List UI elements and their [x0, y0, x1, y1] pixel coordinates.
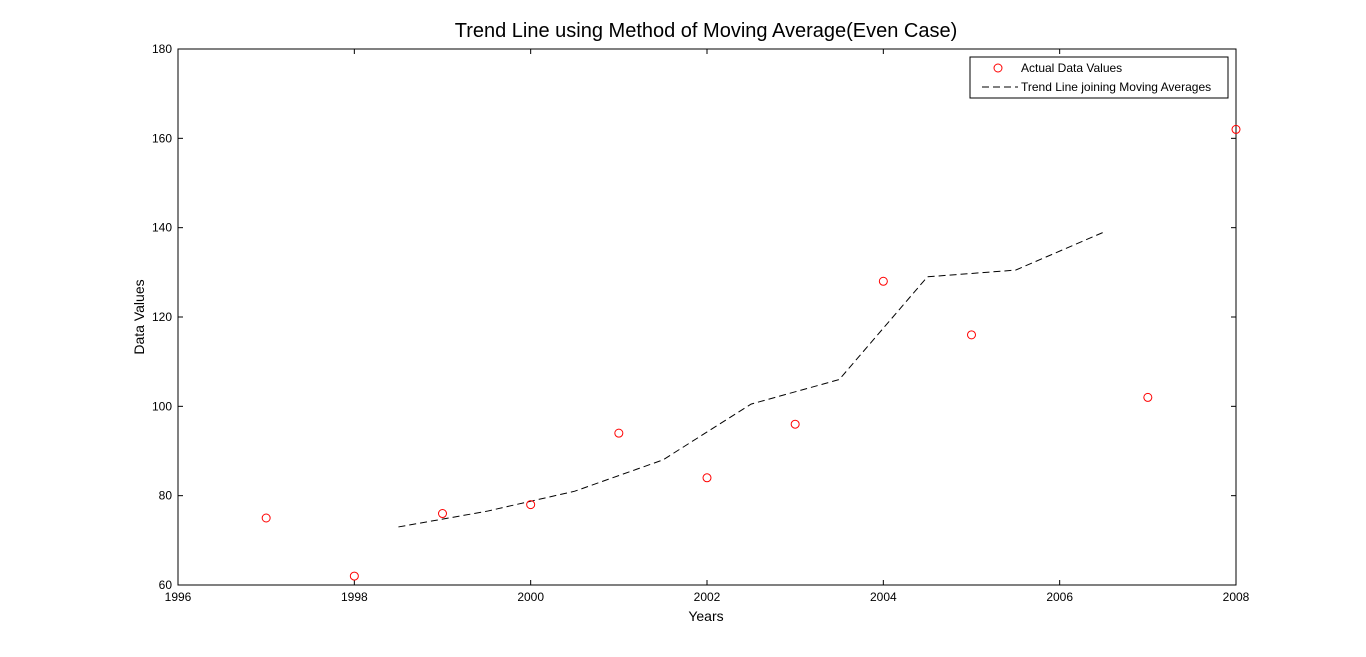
x-tick-label: 1996: [165, 590, 192, 604]
y-tick-label: 120: [152, 310, 172, 324]
x-tick-label: 2002: [694, 590, 721, 604]
x-axis-label: Years: [688, 608, 723, 624]
data-point: [1231, 124, 1241, 134]
x-tick-label: 2000: [517, 590, 544, 604]
data-point: [349, 571, 359, 581]
plot-area-frame: [177, 48, 1237, 586]
x-tick-label: 1998: [341, 590, 368, 604]
data-point: [878, 276, 888, 286]
data-point: [614, 428, 624, 438]
y-tick-label: 160: [152, 131, 172, 145]
y-tick-label: 140: [152, 221, 172, 235]
data-point: [702, 473, 712, 483]
x-tick-label: 2004: [870, 590, 897, 604]
data-point: [790, 419, 800, 429]
legend-label-trend: Trend Line joining Moving Averages: [1021, 80, 1211, 94]
y-tick-label: 180: [152, 42, 172, 56]
y-tick-label: 80: [159, 489, 173, 503]
data-point: [526, 500, 536, 510]
trend-line: [398, 231, 1104, 528]
y-tick-label: 100: [152, 399, 172, 413]
data-point: [967, 330, 976, 340]
y-axis-label: Data Values: [131, 279, 147, 354]
x-tick-label: 2008: [1223, 590, 1250, 604]
data-point: [261, 513, 271, 523]
data-point: [1143, 392, 1153, 402]
data-point: [438, 509, 447, 519]
y-tick-label: 60: [159, 578, 173, 592]
x-tick-label: 2006: [1046, 590, 1073, 604]
legend-box: [969, 56, 1229, 99]
trend-line-layer: [398, 231, 1104, 528]
legend-marker-actual: [993, 63, 1003, 73]
legend: Actual Data Values Trend Line joining Mo…: [969, 56, 1229, 99]
legend-label-actual: Actual Data Values: [1021, 61, 1122, 75]
data-points-layer: [261, 124, 1241, 581]
chart-title: Trend Line using Method of Moving Averag…: [455, 20, 958, 42]
axes: 1996 1998 2000 2002 2004 2006 2008 60 80 100 120 14…: [152, 42, 1250, 604]
